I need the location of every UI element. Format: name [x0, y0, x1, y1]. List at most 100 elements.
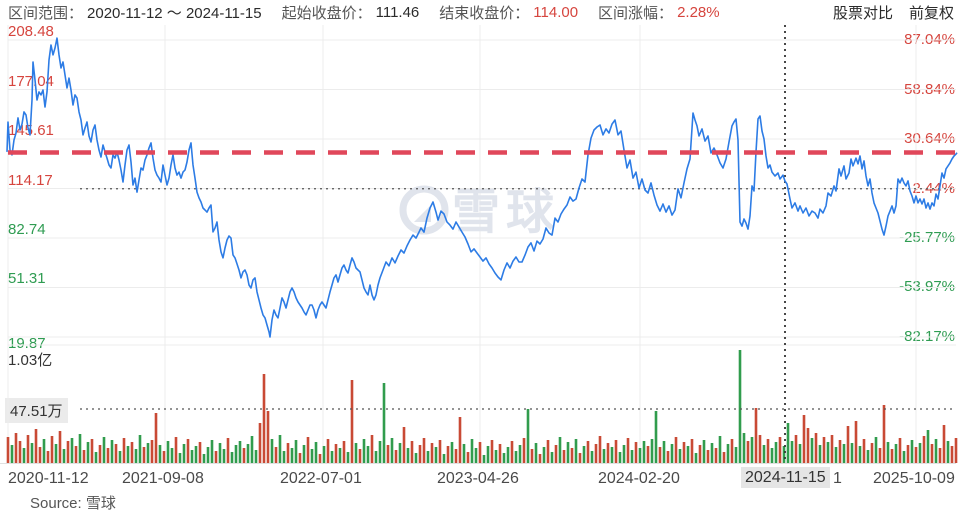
volume-bar: [442, 454, 446, 463]
volume-bar: [290, 448, 294, 463]
volume-bar: [586, 441, 590, 463]
volume-bar: [810, 438, 814, 463]
volume-bar: [954, 438, 958, 463]
volume-bar: [670, 444, 674, 463]
volume-bar: [926, 430, 930, 463]
start-price-value: 111.46: [375, 3, 420, 21]
volume-bar: [318, 454, 322, 463]
volume-bar: [838, 440, 842, 463]
volume-bar: [610, 447, 614, 463]
volume-bar: [526, 409, 530, 463]
volume-bar: [614, 440, 618, 463]
volume-bar: [278, 435, 282, 463]
volume-bar: [778, 437, 782, 463]
stock-compare-button[interactable]: 股票对比: [832, 4, 893, 22]
volume-bar: [150, 440, 154, 463]
volume-bar: [54, 444, 58, 463]
volume-bar: [906, 445, 910, 463]
volume-bar: [366, 446, 370, 463]
volume-bar: [426, 451, 430, 463]
volume-bar: [458, 417, 462, 463]
volume-bar: [630, 450, 634, 463]
volume-bar: [102, 437, 106, 463]
volume-bar: [362, 439, 366, 463]
volume-bar: [62, 449, 66, 463]
volume-bar: [94, 452, 98, 463]
volume-bar: [574, 439, 578, 463]
volume-bar: [918, 443, 922, 463]
x-axis-tick-highlighted: 2024-11-15: [741, 467, 830, 488]
volume-bar: [466, 452, 470, 463]
volume-bar: [650, 439, 654, 463]
volume-bar: [714, 448, 718, 463]
volume-bar: [410, 441, 414, 463]
volume-bar: [34, 429, 38, 463]
volume-bar: [406, 448, 410, 463]
price-axis-tick: 208.48: [8, 22, 54, 40]
volume-bar: [134, 449, 138, 463]
volume-bar: [10, 445, 14, 463]
range-change-label: 区间涨幅：: [598, 4, 674, 22]
volume-bar: [110, 440, 114, 463]
volume-bar: [166, 441, 170, 463]
volume-bar: [250, 436, 254, 463]
volume-bar: [814, 433, 818, 463]
price-axis-tick: 114.17: [8, 171, 53, 189]
volume-bar: [726, 444, 730, 463]
volume-bar: [862, 439, 866, 463]
volume-bar: [766, 439, 770, 463]
volume-bar: [86, 442, 90, 463]
volume-reference-label: 47.51万: [5, 398, 68, 423]
volume-bar: [902, 451, 906, 463]
volume-bar: [114, 444, 118, 463]
volume-bar: [718, 436, 722, 463]
x-axis-tick: 2024-02-20: [598, 470, 680, 487]
volume-bar: [326, 439, 330, 463]
volume-bar: [218, 443, 222, 463]
volume-bar: [70, 438, 74, 463]
volume-bar: [914, 447, 918, 463]
volume-bar: [502, 453, 506, 463]
volume-bar: [922, 436, 926, 463]
volume-bar: [358, 449, 362, 463]
volume-bar: [90, 439, 94, 463]
percent-axis-tick: 87.04%: [904, 30, 955, 48]
volume-bar: [790, 441, 794, 463]
adjust-mode-button[interactable]: 前复权: [908, 4, 954, 22]
volume-bar: [642, 441, 646, 463]
volume-bar: [50, 436, 54, 463]
volume-bar: [154, 413, 158, 463]
volume-bar: [274, 447, 278, 463]
volume-bar: [558, 437, 562, 463]
volume-bar: [530, 449, 534, 463]
svg-text:雪球: 雪球: [452, 186, 560, 239]
volume-bar: [662, 441, 666, 463]
volume-bar: [470, 439, 474, 463]
volume-bar: [190, 450, 194, 463]
volume-bar: [42, 439, 46, 463]
volume-bar: [310, 449, 314, 463]
volume-bar: [238, 441, 242, 463]
volume-bar: [142, 447, 146, 463]
x-axis-tick: 2022-07-01: [280, 470, 362, 487]
volume-bar: [722, 452, 726, 463]
volume-bar: [126, 446, 130, 463]
volume-bar: [690, 439, 694, 463]
percent-axis-tick: -25.77%: [899, 228, 955, 246]
volume-bar: [846, 426, 850, 463]
volume-bar: [242, 448, 246, 463]
volume-bar: [22, 448, 26, 463]
volume-bar: [518, 445, 522, 463]
volume-bar: [58, 431, 62, 463]
volume-bar: [38, 447, 42, 463]
volume-bar: [78, 434, 82, 463]
volume-bar: [602, 449, 606, 463]
volume-bar: [934, 439, 938, 463]
range-change-value: 2.28%: [677, 3, 720, 21]
volume-bar: [834, 447, 838, 463]
volume-bar: [382, 383, 386, 463]
volume-bar: [538, 454, 542, 463]
volume-bar: [118, 451, 122, 463]
volume-bar: [294, 440, 298, 463]
